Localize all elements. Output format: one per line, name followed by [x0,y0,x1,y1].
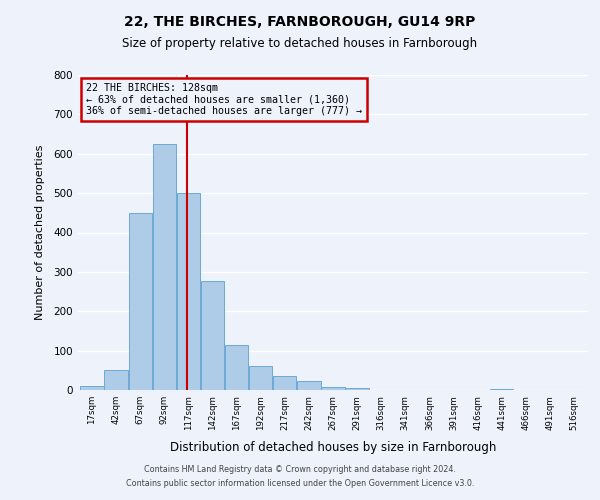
Bar [490,389,514,390]
Bar [297,382,320,390]
Text: Contains HM Land Registry data © Crown copyright and database right 2024.
Contai: Contains HM Land Registry data © Crown c… [126,466,474,487]
Bar [128,213,152,390]
Bar [249,366,272,390]
Bar [346,388,369,390]
Bar [104,370,128,390]
Bar [322,387,344,390]
Bar [201,280,224,390]
Text: Size of property relative to detached houses in Farnborough: Size of property relative to detached ho… [122,38,478,51]
Bar [273,376,296,390]
Bar [152,144,176,390]
Bar [80,386,104,390]
Bar [177,193,200,390]
Bar [225,344,248,390]
Text: 22, THE BIRCHES, FARNBOROUGH, GU14 9RP: 22, THE BIRCHES, FARNBOROUGH, GU14 9RP [124,15,476,29]
Text: 22 THE BIRCHES: 128sqm
← 63% of detached houses are smaller (1,360)
36% of semi-: 22 THE BIRCHES: 128sqm ← 63% of detached… [86,83,362,116]
X-axis label: Distribution of detached houses by size in Farnborough: Distribution of detached houses by size … [170,441,496,454]
Y-axis label: Number of detached properties: Number of detached properties [35,145,45,320]
